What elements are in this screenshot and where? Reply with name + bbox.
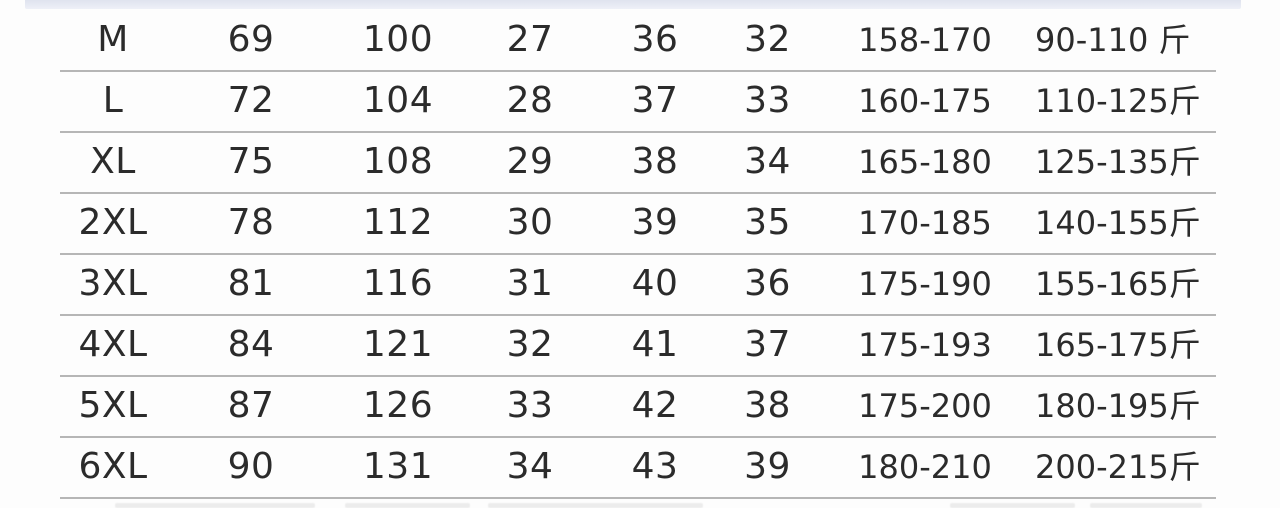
size-cell: M (97, 18, 129, 60)
value-cell: 34 (744, 140, 791, 182)
value-cell: 33 (744, 79, 791, 121)
value-cell: 35 (744, 201, 791, 243)
height-range-cell: 175-193 (858, 325, 992, 364)
value-cell: 42 (631, 384, 679, 426)
height-range-cell: 170-185 (858, 203, 992, 242)
value-cell: 32 (744, 18, 791, 60)
value-cell: 31 (506, 262, 554, 304)
value-cell: 33 (506, 384, 554, 426)
header-remnant-band (25, 0, 1241, 9)
value-cell: 38 (631, 140, 679, 182)
height-range-cell: 180-210 (858, 447, 992, 486)
weight-range-cell: 90-110 斤 (1035, 20, 1191, 59)
value-cell: 84 (227, 323, 275, 365)
value-cell: 37 (631, 79, 679, 121)
cropped-text-remnant (115, 503, 315, 508)
weight-range-cell: 110-125斤 (1035, 81, 1201, 120)
value-cell: 30 (506, 201, 554, 243)
value-cell: 126 (362, 384, 434, 426)
cropped-text-remnant (950, 503, 1075, 508)
weight-range-cell: 200-215斤 (1035, 447, 1201, 486)
value-cell: 37 (744, 323, 791, 365)
value-cell: 40 (631, 262, 679, 304)
value-cell: 78 (227, 201, 275, 243)
size-cell: 6XL (78, 445, 148, 487)
height-range-cell: 175-190 (858, 264, 992, 303)
value-cell: 43 (631, 445, 679, 487)
value-cell: 34 (506, 445, 554, 487)
height-range-cell: 160-175 (858, 81, 992, 120)
table-row: XL 75 108 29 38 34 165-180 125-135斤 (0, 132, 1280, 194)
value-cell: 69 (227, 18, 275, 60)
value-cell: 72 (227, 79, 275, 121)
table-row: M 69 100 27 36 32 158-170 90-110 斤 (0, 10, 1280, 72)
value-cell: 39 (744, 445, 791, 487)
value-cell: 121 (362, 323, 434, 365)
size-cell: 2XL (78, 201, 148, 243)
weight-range-cell: 180-195斤 (1035, 386, 1201, 425)
value-cell: 131 (362, 445, 434, 487)
weight-range-cell: 140-155斤 (1035, 203, 1201, 242)
size-table: M 69 100 27 36 32 158-170 90-110 斤 L 72 … (0, 10, 1280, 499)
value-cell: 36 (744, 262, 791, 304)
value-cell: 27 (506, 18, 554, 60)
table-row: 3XL 81 116 31 40 36 175-190 155-165斤 (0, 254, 1280, 316)
value-cell: 28 (506, 79, 554, 121)
table-row: 5XL 87 126 33 42 38 175-200 180-195斤 (0, 376, 1280, 438)
size-cell: 4XL (78, 323, 148, 365)
value-cell: 29 (506, 140, 554, 182)
weight-range-cell: 125-135斤 (1035, 142, 1201, 181)
value-cell: 116 (362, 262, 434, 304)
value-cell: 90 (227, 445, 275, 487)
weight-range-cell: 155-165斤 (1035, 264, 1201, 303)
weight-range-cell: 165-175斤 (1035, 325, 1201, 364)
cropped-text-remnant (1090, 503, 1202, 508)
value-cell: 87 (227, 384, 275, 426)
table-row: L 72 104 28 37 33 160-175 110-125斤 (0, 71, 1280, 133)
value-cell: 100 (362, 18, 434, 60)
height-range-cell: 158-170 (858, 20, 992, 59)
value-cell: 104 (362, 79, 434, 121)
value-cell: 75 (227, 140, 275, 182)
height-range-cell: 175-200 (858, 386, 992, 425)
height-range-cell: 165-180 (858, 142, 992, 181)
size-cell: L (102, 79, 124, 121)
value-cell: 36 (631, 18, 679, 60)
value-cell: 38 (744, 384, 791, 426)
table-row: 6XL 90 131 34 43 39 180-210 200-215斤 (0, 437, 1280, 499)
cropped-text-remnant (345, 503, 470, 508)
value-cell: 39 (631, 201, 679, 243)
cropped-text-remnant (488, 503, 703, 508)
size-cell: XL (90, 140, 136, 182)
table-row: 2XL 78 112 30 39 35 170-185 140-155斤 (0, 193, 1280, 255)
value-cell: 41 (631, 323, 679, 365)
value-cell: 32 (506, 323, 554, 365)
table-row: 4XL 84 121 32 41 37 175-193 165-175斤 (0, 315, 1280, 377)
value-cell: 81 (227, 262, 275, 304)
size-cell: 5XL (78, 384, 148, 426)
value-cell: 108 (362, 140, 434, 182)
size-cell: 3XL (78, 262, 148, 304)
value-cell: 112 (362, 201, 434, 243)
